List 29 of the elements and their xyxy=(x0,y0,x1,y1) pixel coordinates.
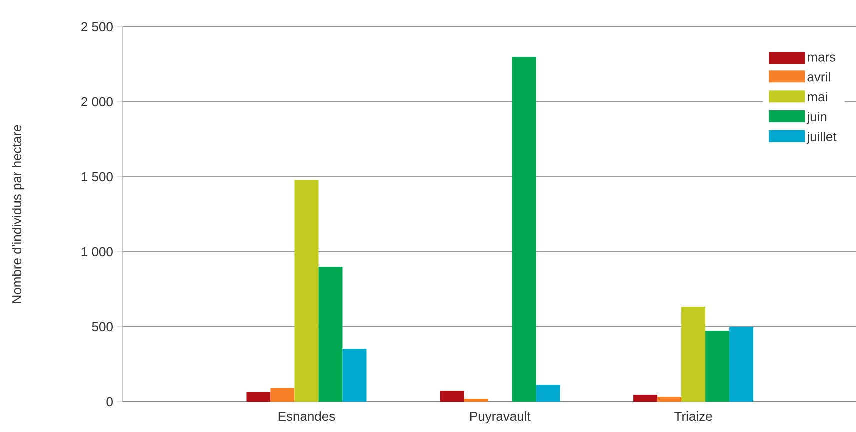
y-tick-label: 1 000 xyxy=(82,247,113,257)
bar xyxy=(730,327,754,402)
x-tick-label: Puyravault xyxy=(470,412,531,424)
y-tick-label: 1 500 xyxy=(82,172,113,182)
legend-label: juillet xyxy=(806,132,837,144)
bar xyxy=(246,392,271,402)
legend-label: mai xyxy=(808,92,828,102)
y-axis-title: Nombre d'individus par hectare xyxy=(12,125,24,304)
y-tick-label: 500 xyxy=(92,322,113,332)
bar xyxy=(342,349,367,402)
bar xyxy=(682,307,706,402)
legend-label: juin xyxy=(806,112,827,124)
bar xyxy=(464,399,488,402)
bar xyxy=(658,397,682,402)
x-tick-label: Esnandes xyxy=(278,412,336,422)
bar xyxy=(440,391,464,402)
bar xyxy=(270,388,295,402)
y-tick-label: 0 xyxy=(106,397,113,407)
bar xyxy=(512,57,536,402)
bar xyxy=(294,180,319,402)
y-tick-label: 2 500 xyxy=(82,22,113,32)
y-tick-label: 2 000 xyxy=(82,97,113,107)
bar xyxy=(318,267,343,402)
x-tick-label: Triaize xyxy=(674,412,712,422)
legend-label: avril xyxy=(808,72,830,82)
legend-label: mars xyxy=(808,54,836,62)
bar xyxy=(536,385,560,402)
bar xyxy=(634,394,658,402)
bar xyxy=(706,331,730,402)
